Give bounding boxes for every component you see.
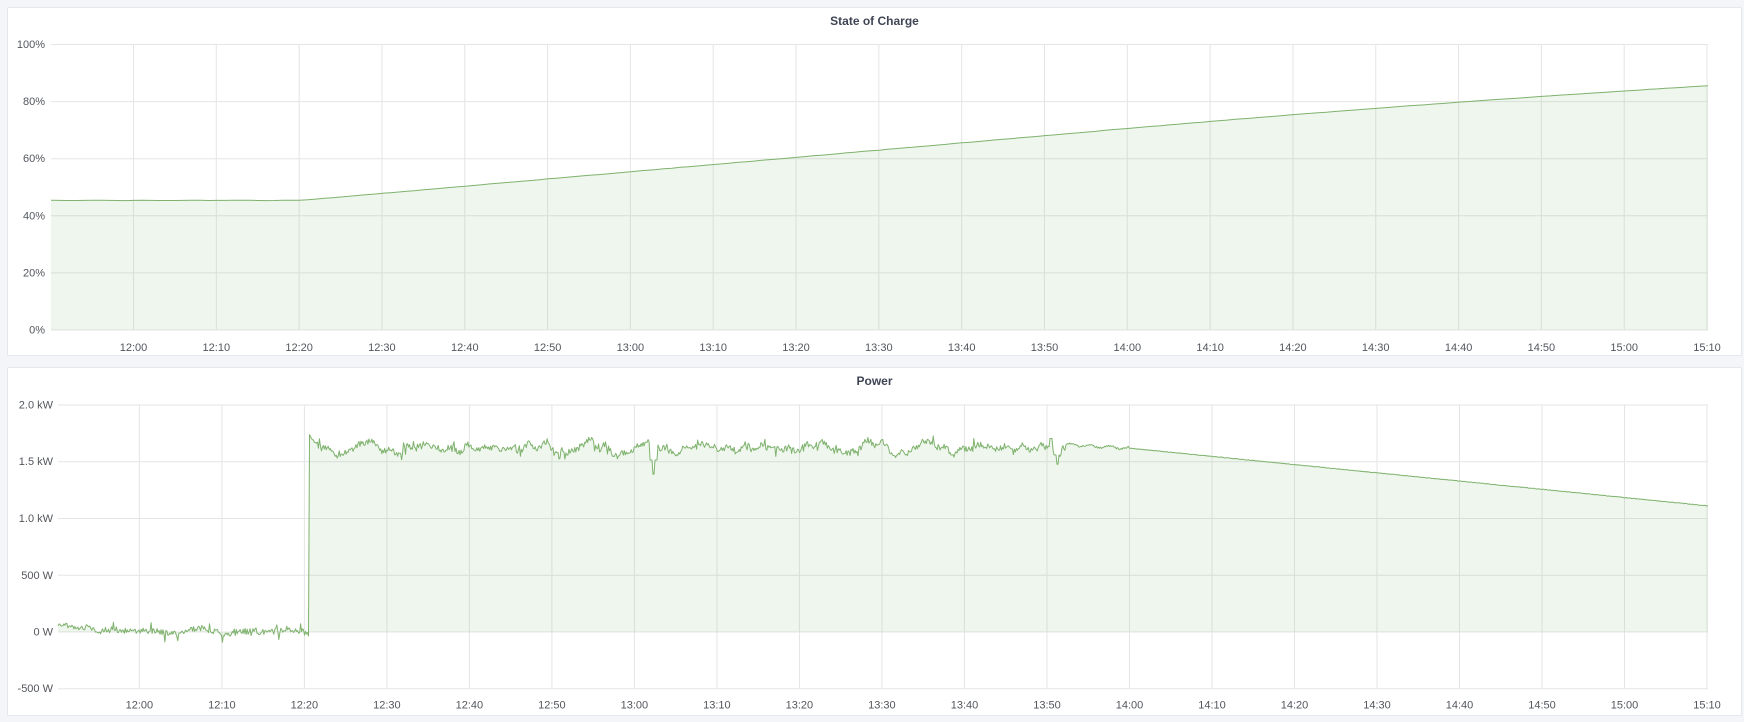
- svg-text:12:40: 12:40: [451, 342, 479, 354]
- svg-text:13:40: 13:40: [948, 342, 976, 354]
- svg-text:13:20: 13:20: [782, 342, 810, 354]
- svg-text:13:40: 13:40: [951, 700, 979, 712]
- svg-text:14:30: 14:30: [1362, 342, 1390, 354]
- svg-text:12:50: 12:50: [538, 700, 566, 712]
- svg-text:13:30: 13:30: [865, 342, 893, 354]
- svg-text:14:00: 14:00: [1116, 700, 1144, 712]
- svg-text:14:50: 14:50: [1528, 342, 1556, 354]
- svg-text:0%: 0%: [29, 325, 45, 337]
- svg-text:15:10: 15:10: [1693, 700, 1721, 712]
- svg-text:14:10: 14:10: [1198, 700, 1226, 712]
- svg-text:1.0 kW: 1.0 kW: [19, 513, 54, 525]
- svg-text:13:50: 13:50: [1033, 700, 1061, 712]
- svg-text:14:10: 14:10: [1196, 342, 1224, 354]
- svg-text:14:40: 14:40: [1446, 700, 1474, 712]
- svg-text:14:50: 14:50: [1528, 700, 1556, 712]
- svg-text:14:20: 14:20: [1281, 700, 1309, 712]
- svg-text:15:00: 15:00: [1610, 342, 1638, 354]
- svg-text:0 W: 0 W: [33, 627, 53, 639]
- svg-text:14:40: 14:40: [1445, 342, 1473, 354]
- svg-text:12:10: 12:10: [203, 342, 231, 354]
- svg-text:20%: 20%: [23, 267, 45, 279]
- svg-text:40%: 40%: [23, 210, 45, 222]
- svg-text:12:20: 12:20: [291, 700, 319, 712]
- svg-text:13:00: 13:00: [621, 700, 649, 712]
- svg-text:13:50: 13:50: [1031, 342, 1059, 354]
- svg-text:13:10: 13:10: [699, 342, 727, 354]
- svg-text:12:00: 12:00: [126, 700, 154, 712]
- svg-text:13:10: 13:10: [703, 700, 731, 712]
- svg-text:1.5 kW: 1.5 kW: [19, 456, 54, 468]
- svg-text:12:20: 12:20: [285, 342, 313, 354]
- svg-text:14:20: 14:20: [1279, 342, 1307, 354]
- svg-text:60%: 60%: [23, 153, 45, 165]
- svg-text:-500 W: -500 W: [18, 683, 54, 695]
- svg-text:12:00: 12:00: [120, 342, 148, 354]
- svg-text:12:50: 12:50: [534, 342, 562, 354]
- svg-text:100%: 100%: [17, 39, 45, 51]
- svg-text:500 W: 500 W: [21, 570, 53, 582]
- svg-text:12:40: 12:40: [456, 700, 484, 712]
- svg-text:15:10: 15:10: [1693, 342, 1721, 354]
- svg-text:13:00: 13:00: [617, 342, 645, 354]
- svg-text:14:30: 14:30: [1363, 700, 1391, 712]
- svg-text:80%: 80%: [23, 96, 45, 108]
- svg-text:2.0 kW: 2.0 kW: [19, 400, 54, 412]
- svg-text:15:00: 15:00: [1611, 700, 1639, 712]
- svg-text:12:30: 12:30: [368, 342, 396, 354]
- svg-text:13:30: 13:30: [868, 700, 896, 712]
- svg-text:12:30: 12:30: [373, 700, 401, 712]
- svg-text:14:00: 14:00: [1114, 342, 1142, 354]
- svg-text:12:10: 12:10: [208, 700, 236, 712]
- svg-text:13:20: 13:20: [786, 700, 814, 712]
